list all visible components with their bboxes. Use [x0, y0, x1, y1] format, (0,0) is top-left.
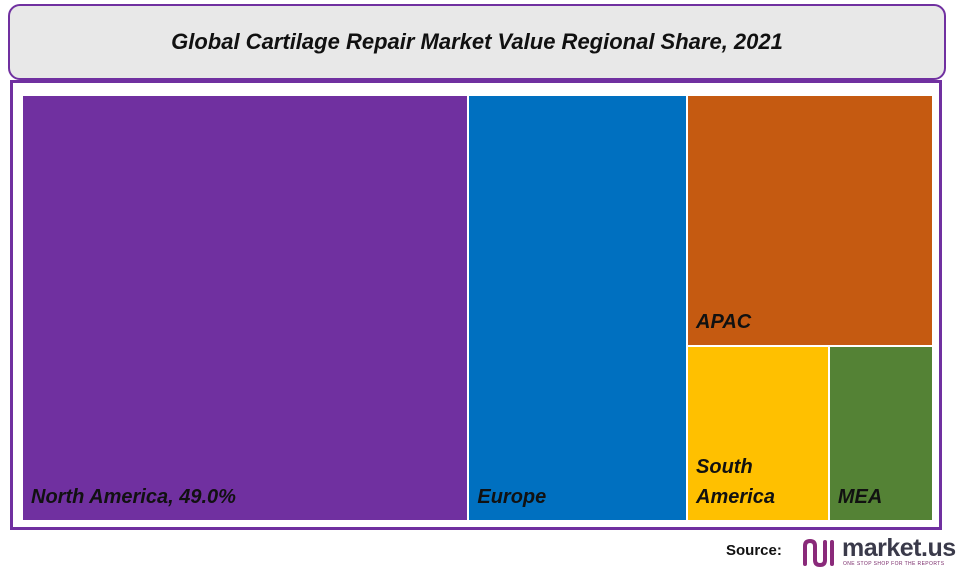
- source-label: Source:: [726, 542, 782, 559]
- cell-label: MEA: [838, 482, 926, 512]
- treemap-cell: Europe: [468, 95, 687, 521]
- cell-label: APAC: [696, 307, 926, 337]
- logo-icon: [803, 538, 834, 568]
- category-label: MEA: [837, 485, 883, 508]
- chart-frame: [10, 80, 942, 530]
- chart-title: Global Cartilage Repair Market Value Reg…: [8, 4, 946, 80]
- value-label: 49.0%: [168, 486, 236, 508]
- treemap-cell: South America: [687, 345, 829, 521]
- category-label: Europe: [477, 486, 547, 508]
- category-label: North America: [31, 486, 169, 508]
- category-label: South America: [696, 455, 775, 508]
- treemap-cell: APAC: [687, 95, 933, 346]
- category-label: APAC: [696, 310, 752, 333]
- cell-label: South America: [696, 452, 822, 512]
- treemap-cell: MEA: [828, 345, 933, 521]
- cell-label: North America49.0%: [31, 482, 461, 512]
- treemap: North America49.0% Europe APAC South Americ…: [22, 95, 933, 521]
- logo-tagline: ONE STOP SHOP FOR THE REPORTS: [843, 561, 945, 567]
- logo-text: market.us: [842, 534, 956, 562]
- treemap-cell: North America49.0%: [22, 95, 469, 521]
- cell-label: Europe: [477, 482, 680, 512]
